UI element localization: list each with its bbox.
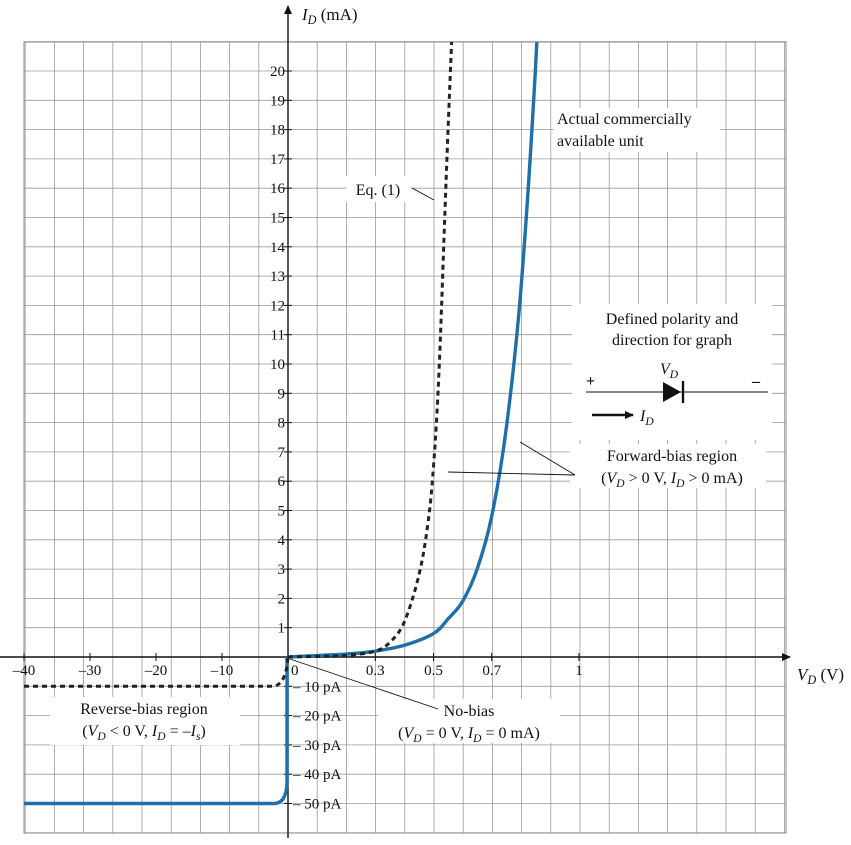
tick-labels: ID​ (mA)VD​ (V)1234567891011121314151617… [12, 5, 844, 813]
y-tick-label: 11 [271, 328, 285, 344]
x-tick-label: 1 [575, 663, 583, 679]
plus-sign: + [586, 373, 595, 390]
y-tick-label: 1 [278, 621, 286, 637]
eq1-leader [411, 187, 435, 201]
series-0 [24, 42, 539, 806]
y-axis-label: ID​ (mA) [301, 5, 358, 27]
x-tick-label-reverse: –40 [12, 663, 36, 679]
y-tick-label-reverse: – 50 pA [292, 797, 342, 813]
forward-leader-1 [519, 441, 576, 476]
y-tick-label-reverse: – 40 pA [292, 767, 342, 783]
series-1 [24, 42, 454, 688]
x-tick-label-reverse: –20 [144, 663, 168, 679]
y-tick-label: 10 [270, 357, 285, 373]
x-tick-label: 0.7 [482, 663, 501, 679]
y-tick-label: 4 [278, 533, 286, 549]
series-1-reverse-line [24, 656, 290, 688]
vd-symbol-label: VD​ [660, 361, 679, 381]
id-symbol-label: ID​ [639, 408, 654, 428]
x-tick-label-reverse: –30 [78, 663, 102, 679]
series-0-forward-line [287, 42, 539, 659]
y-tick-label: 19 [270, 93, 285, 109]
actual-unit-label-2: available unit [557, 133, 644, 150]
no-bias-label-2: (VD​ = 0 V, ID​ = 0 mA) [398, 725, 540, 745]
series-1-forward-line [287, 42, 454, 659]
actual-unit-label-1: Actual commercially [557, 111, 692, 128]
y-tick-label: 12 [270, 298, 285, 314]
annotations: Eq. (1) Actual commercially available unit… [50, 108, 772, 745]
no-bias-leader [289, 658, 439, 710]
y-tick-label-reverse: – 20 pA [292, 709, 342, 725]
y-tick-label: 6 [278, 474, 286, 490]
x-tick-label-reverse: –10 [210, 663, 234, 679]
y-tick-label: 20 [270, 64, 285, 80]
y-tick-label: 9 [278, 386, 286, 402]
x-tick-label: 0.5 [424, 663, 443, 679]
y-tick-label: 17 [270, 152, 286, 168]
polarity-label-2: direction for graph [612, 332, 732, 349]
x-tick-label: 0.3 [366, 663, 385, 679]
minus-sign: – [751, 373, 761, 390]
y-tick-label: 3 [278, 562, 286, 578]
reverse-bias-label-2: (VD​ < 0 V, ID​ = –Is​) [82, 723, 206, 743]
y-tick-label: 15 [270, 211, 285, 227]
series-0-reverse-line [24, 657, 289, 806]
y-tick-label: 7 [278, 445, 286, 461]
y-tick-label: 2 [278, 591, 286, 607]
eq1-label: Eq. (1) [356, 182, 400, 199]
y-tick-label: 13 [270, 269, 285, 285]
y-tick-label: 18 [270, 123, 285, 139]
y-tick-label-reverse: – 30 pA [292, 738, 342, 754]
reverse-bias-label-1: Reverse-bias region [80, 701, 208, 718]
diode-symbol-icon [663, 382, 681, 402]
no-bias-label-1: No-bias [444, 703, 495, 720]
y-tick-label: 16 [270, 181, 286, 197]
y-tick-label: 5 [278, 504, 286, 520]
y-tick-label: 14 [270, 240, 286, 256]
curves [24, 42, 539, 806]
forward-bias-label-2: (VD​ > 0 V, ID​ > 0 mA) [601, 470, 743, 490]
x-axis-label: VD​ (V) [797, 665, 844, 687]
y-tick-label-reverse: – 10 pA [292, 679, 342, 695]
forward-leader-2 [447, 471, 576, 476]
forward-bias-label-1: Forward-bias region [607, 448, 737, 465]
x-tick-label: 0 [291, 663, 299, 679]
polarity-label-1: Defined polarity and [606, 311, 738, 328]
y-tick-label: 8 [278, 416, 286, 432]
